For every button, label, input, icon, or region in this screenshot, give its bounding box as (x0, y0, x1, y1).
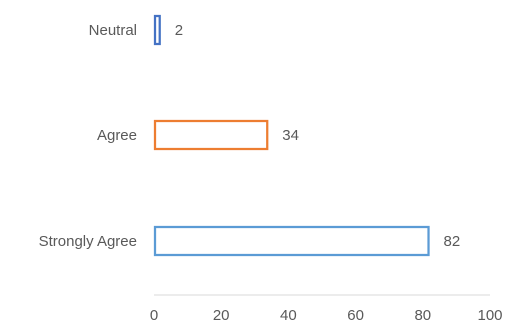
category-label: Agree (97, 127, 137, 144)
labels-layer: Neutral 2 Agree 34 Strongly Agree 82 (39, 22, 461, 250)
bar-neutral (155, 16, 160, 44)
data-label: 34 (282, 127, 299, 144)
x-tick-label: 100 (477, 307, 502, 322)
x-tick-label: 80 (414, 307, 431, 322)
data-label: 82 (444, 233, 461, 250)
axis-layer: 0 20 40 60 80 100 (150, 295, 503, 322)
bar-strongly-agree (155, 227, 429, 255)
x-tick-label: 20 (213, 307, 230, 322)
bar-agree (155, 121, 267, 149)
category-label: Neutral (89, 22, 137, 39)
data-label: 2 (175, 22, 183, 39)
x-tick-label: 60 (347, 307, 364, 322)
x-tick-label: 0 (150, 307, 158, 322)
category-label: Strongly Agree (39, 233, 137, 250)
x-tick-label: 40 (280, 307, 297, 322)
